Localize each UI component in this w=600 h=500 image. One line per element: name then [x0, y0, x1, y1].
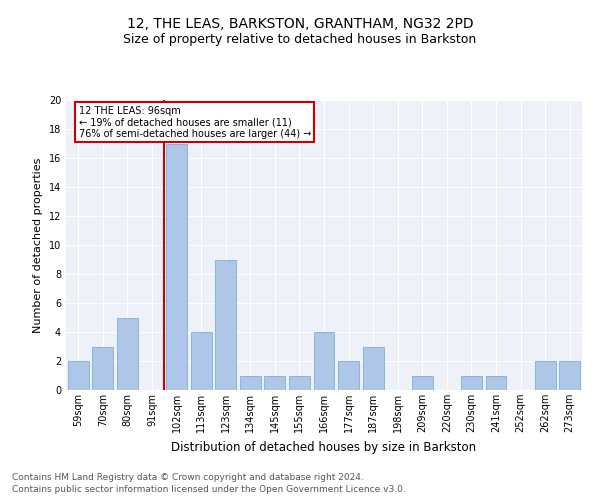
Bar: [215, 260, 236, 390]
Bar: [289, 376, 310, 390]
Bar: [265, 376, 286, 390]
Bar: [166, 144, 187, 390]
Text: 12 THE LEAS: 96sqm
← 19% of detached houses are smaller (11)
76% of semi-detache: 12 THE LEAS: 96sqm ← 19% of detached hou…: [79, 106, 311, 139]
Bar: [68, 361, 89, 390]
Bar: [535, 361, 556, 390]
Text: Contains HM Land Registry data © Crown copyright and database right 2024.: Contains HM Land Registry data © Crown c…: [12, 474, 364, 482]
Bar: [92, 346, 113, 390]
Bar: [559, 361, 580, 390]
Bar: [461, 376, 482, 390]
Bar: [362, 346, 383, 390]
X-axis label: Distribution of detached houses by size in Barkston: Distribution of detached houses by size …: [172, 440, 476, 454]
Bar: [338, 361, 359, 390]
Text: 12, THE LEAS, BARKSTON, GRANTHAM, NG32 2PD: 12, THE LEAS, BARKSTON, GRANTHAM, NG32 2…: [127, 18, 473, 32]
Y-axis label: Number of detached properties: Number of detached properties: [33, 158, 43, 332]
Bar: [412, 376, 433, 390]
Bar: [240, 376, 261, 390]
Text: Contains public sector information licensed under the Open Government Licence v3: Contains public sector information licen…: [12, 485, 406, 494]
Bar: [314, 332, 334, 390]
Text: Size of property relative to detached houses in Barkston: Size of property relative to detached ho…: [124, 32, 476, 46]
Bar: [117, 318, 138, 390]
Bar: [191, 332, 212, 390]
Bar: [485, 376, 506, 390]
